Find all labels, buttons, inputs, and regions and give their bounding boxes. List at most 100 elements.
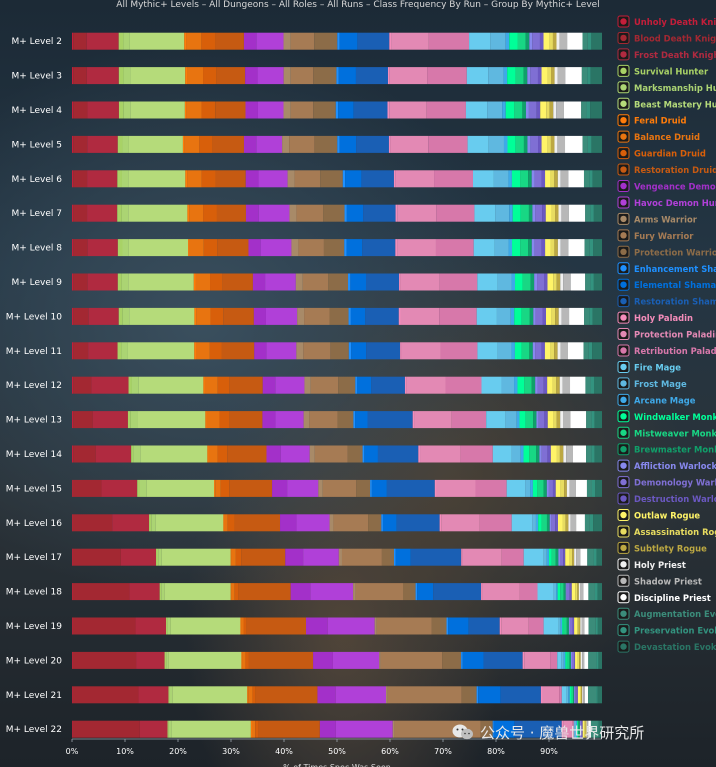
bar-segment-brewmaster-monk (536, 445, 540, 463)
bar-segment-arcane-mage (560, 617, 563, 635)
bar-segment-holy-priest (580, 617, 582, 635)
bar-segment-mistweaver-monk (520, 170, 529, 188)
bar-segment-guardian-druid (227, 514, 235, 532)
bar-segment-holy-priest (586, 720, 588, 738)
bar-segment-augmentation-evoker (583, 342, 589, 360)
bar-segment-discipline-priest (570, 273, 586, 291)
bar-segment-assassination-rogue (553, 273, 557, 291)
bar-segment-feral-druid (194, 307, 197, 325)
bar-segment-holy-paladin (395, 239, 398, 257)
bar-segment-enhancement-shaman (344, 204, 347, 222)
bar-segment-assassination-rogue (577, 617, 579, 635)
bar-segment-demonology-warlock (530, 67, 538, 85)
bar-segment-holy-priest (566, 479, 570, 497)
bar-segment-destruction-warlock (544, 411, 548, 429)
bar-segment-protection-warrior (347, 445, 363, 463)
bar-segment-restoration-shaman (433, 583, 482, 601)
bar-segment-frost-mage (493, 170, 509, 188)
legend-label: Marksmanship Hunter (634, 83, 716, 93)
bar-segment-guardian-druid (217, 376, 230, 394)
bar-segment-preservation-evoker (589, 307, 593, 325)
bar-segment-affliction-warlock (534, 273, 538, 291)
bar-segment-marksmanship-hunter (122, 307, 130, 325)
bar-segment-frost-mage (501, 376, 515, 394)
legend-label: Guardian Druid (634, 149, 706, 159)
legend-label: Frost Mage (634, 379, 687, 389)
category-label: M+ Level 13 (6, 416, 62, 426)
bar-segment-mistweaver-monk (517, 32, 526, 50)
bar-segment-balance-druid (187, 67, 204, 85)
bar-segment-discipline-priest (570, 411, 587, 429)
legend-item: Devastation Evoker (617, 640, 716, 653)
bar-segment-brewmaster-monk (530, 273, 535, 291)
bar-segment-blood-death-knight (73, 411, 93, 429)
bar-segment-survival-hunter (159, 583, 162, 601)
bar-segment-elemental-shaman (350, 307, 366, 325)
bar-segment-windwalker-monk (509, 32, 518, 50)
bar-segment-shadow-priest (557, 67, 566, 85)
bar-segment-mistweaver-monk (537, 479, 544, 497)
bar-segment-discipline-priest (563, 101, 582, 119)
bar-segment-fire-mage (473, 239, 495, 257)
bar-segment-balance-druid (242, 651, 246, 669)
bar-segment-restoration-druid (246, 617, 307, 635)
bar-segment-holy-paladin (404, 376, 407, 394)
bar-segment-fury-warrior (333, 514, 369, 532)
bar-segment-elemental-shaman (339, 135, 357, 153)
bar-segment-brewmaster-monk (529, 307, 534, 325)
legend-item: Marksmanship Hunter (617, 81, 716, 94)
bar-segment-affliction-warlock (549, 514, 552, 532)
spec-icon-glyph (620, 199, 627, 206)
bar-segment-guardian-druid (203, 67, 217, 85)
bar-segment-brewmaster-monk (555, 548, 559, 566)
bar-segment-guardian-druid (201, 101, 216, 119)
bar-segment-augmentation-evoker (582, 32, 588, 50)
bar-segment-fire-mage (472, 170, 494, 188)
bar-segment-havoc-demon-hunter (258, 170, 288, 188)
bar-segment-unholy-death-knight (72, 67, 74, 85)
bar-segment-discipline-priest (580, 548, 588, 566)
bar-segment-beast-mastery-hunter (128, 170, 186, 188)
bar-segment-brewmaster-monk (543, 479, 547, 497)
bar-segment-assassination-rogue (553, 411, 557, 429)
bar-segment-restoration-druid (215, 32, 244, 50)
bar-segment-outlaw-rogue (574, 617, 578, 635)
bar-segment-vengeance-demon-hunter (306, 617, 328, 635)
legend-item: Augmentation Evoker (617, 607, 716, 620)
legend-label: Protection Warrior (634, 247, 716, 257)
bar-segment-blood-death-knight (73, 135, 88, 153)
bar-segment-preservation-evoker (595, 617, 598, 635)
bar-segment-outlaw-rogue (544, 342, 551, 360)
bar-segment-enhancement-shaman (342, 170, 346, 188)
bar-segment-outlaw-rogue (582, 720, 585, 738)
bar-segment-mistweaver-monk (566, 651, 570, 669)
bar-segment-balance-druid (208, 445, 218, 463)
bar-segment-elemental-shaman (382, 514, 397, 532)
category-label: M+ Level 22 (6, 725, 62, 735)
bar-segment-elemental-shaman (355, 411, 368, 429)
spec-icon-glyph (620, 396, 627, 404)
bar-segment-assassination-rogue (575, 583, 578, 601)
bar-segment-preservation-evoker (593, 548, 597, 566)
bar-segment-demonology-warlock (551, 514, 556, 532)
bar-segment-demonology-warlock (530, 135, 539, 153)
bar-segment-preservation-evoker (590, 273, 594, 291)
bar-segment-outlaw-rogue (547, 376, 553, 394)
bar-segment-havoc-demon-hunter (275, 411, 304, 429)
bar-segment-havoc-demon-hunter (256, 32, 284, 50)
bar-segment-affliction-warlock (531, 170, 535, 188)
bar-segment-restoration-shaman (357, 32, 390, 50)
category-label: M+ Level 12 (6, 381, 62, 391)
bar-segment-retribution-paladin (428, 135, 468, 153)
bar-segment-brewmaster-monk (523, 135, 528, 153)
bar-segment-outlaw-rogue (545, 170, 551, 188)
bar-segment-holy-priest (582, 686, 584, 704)
bar-segment-augmentation-evoker (585, 376, 591, 394)
bar-segment-frost-mage (487, 101, 503, 119)
bar-segment-assassination-rogue (577, 651, 580, 669)
bar-segment-feral-druid (230, 583, 232, 601)
bar-segment-assassination-rogue (584, 720, 586, 738)
bar-segment-marksmanship-hunter (121, 204, 129, 222)
spec-icon-glyph (620, 446, 627, 453)
bar-segment-affliction-warlock (531, 239, 535, 257)
